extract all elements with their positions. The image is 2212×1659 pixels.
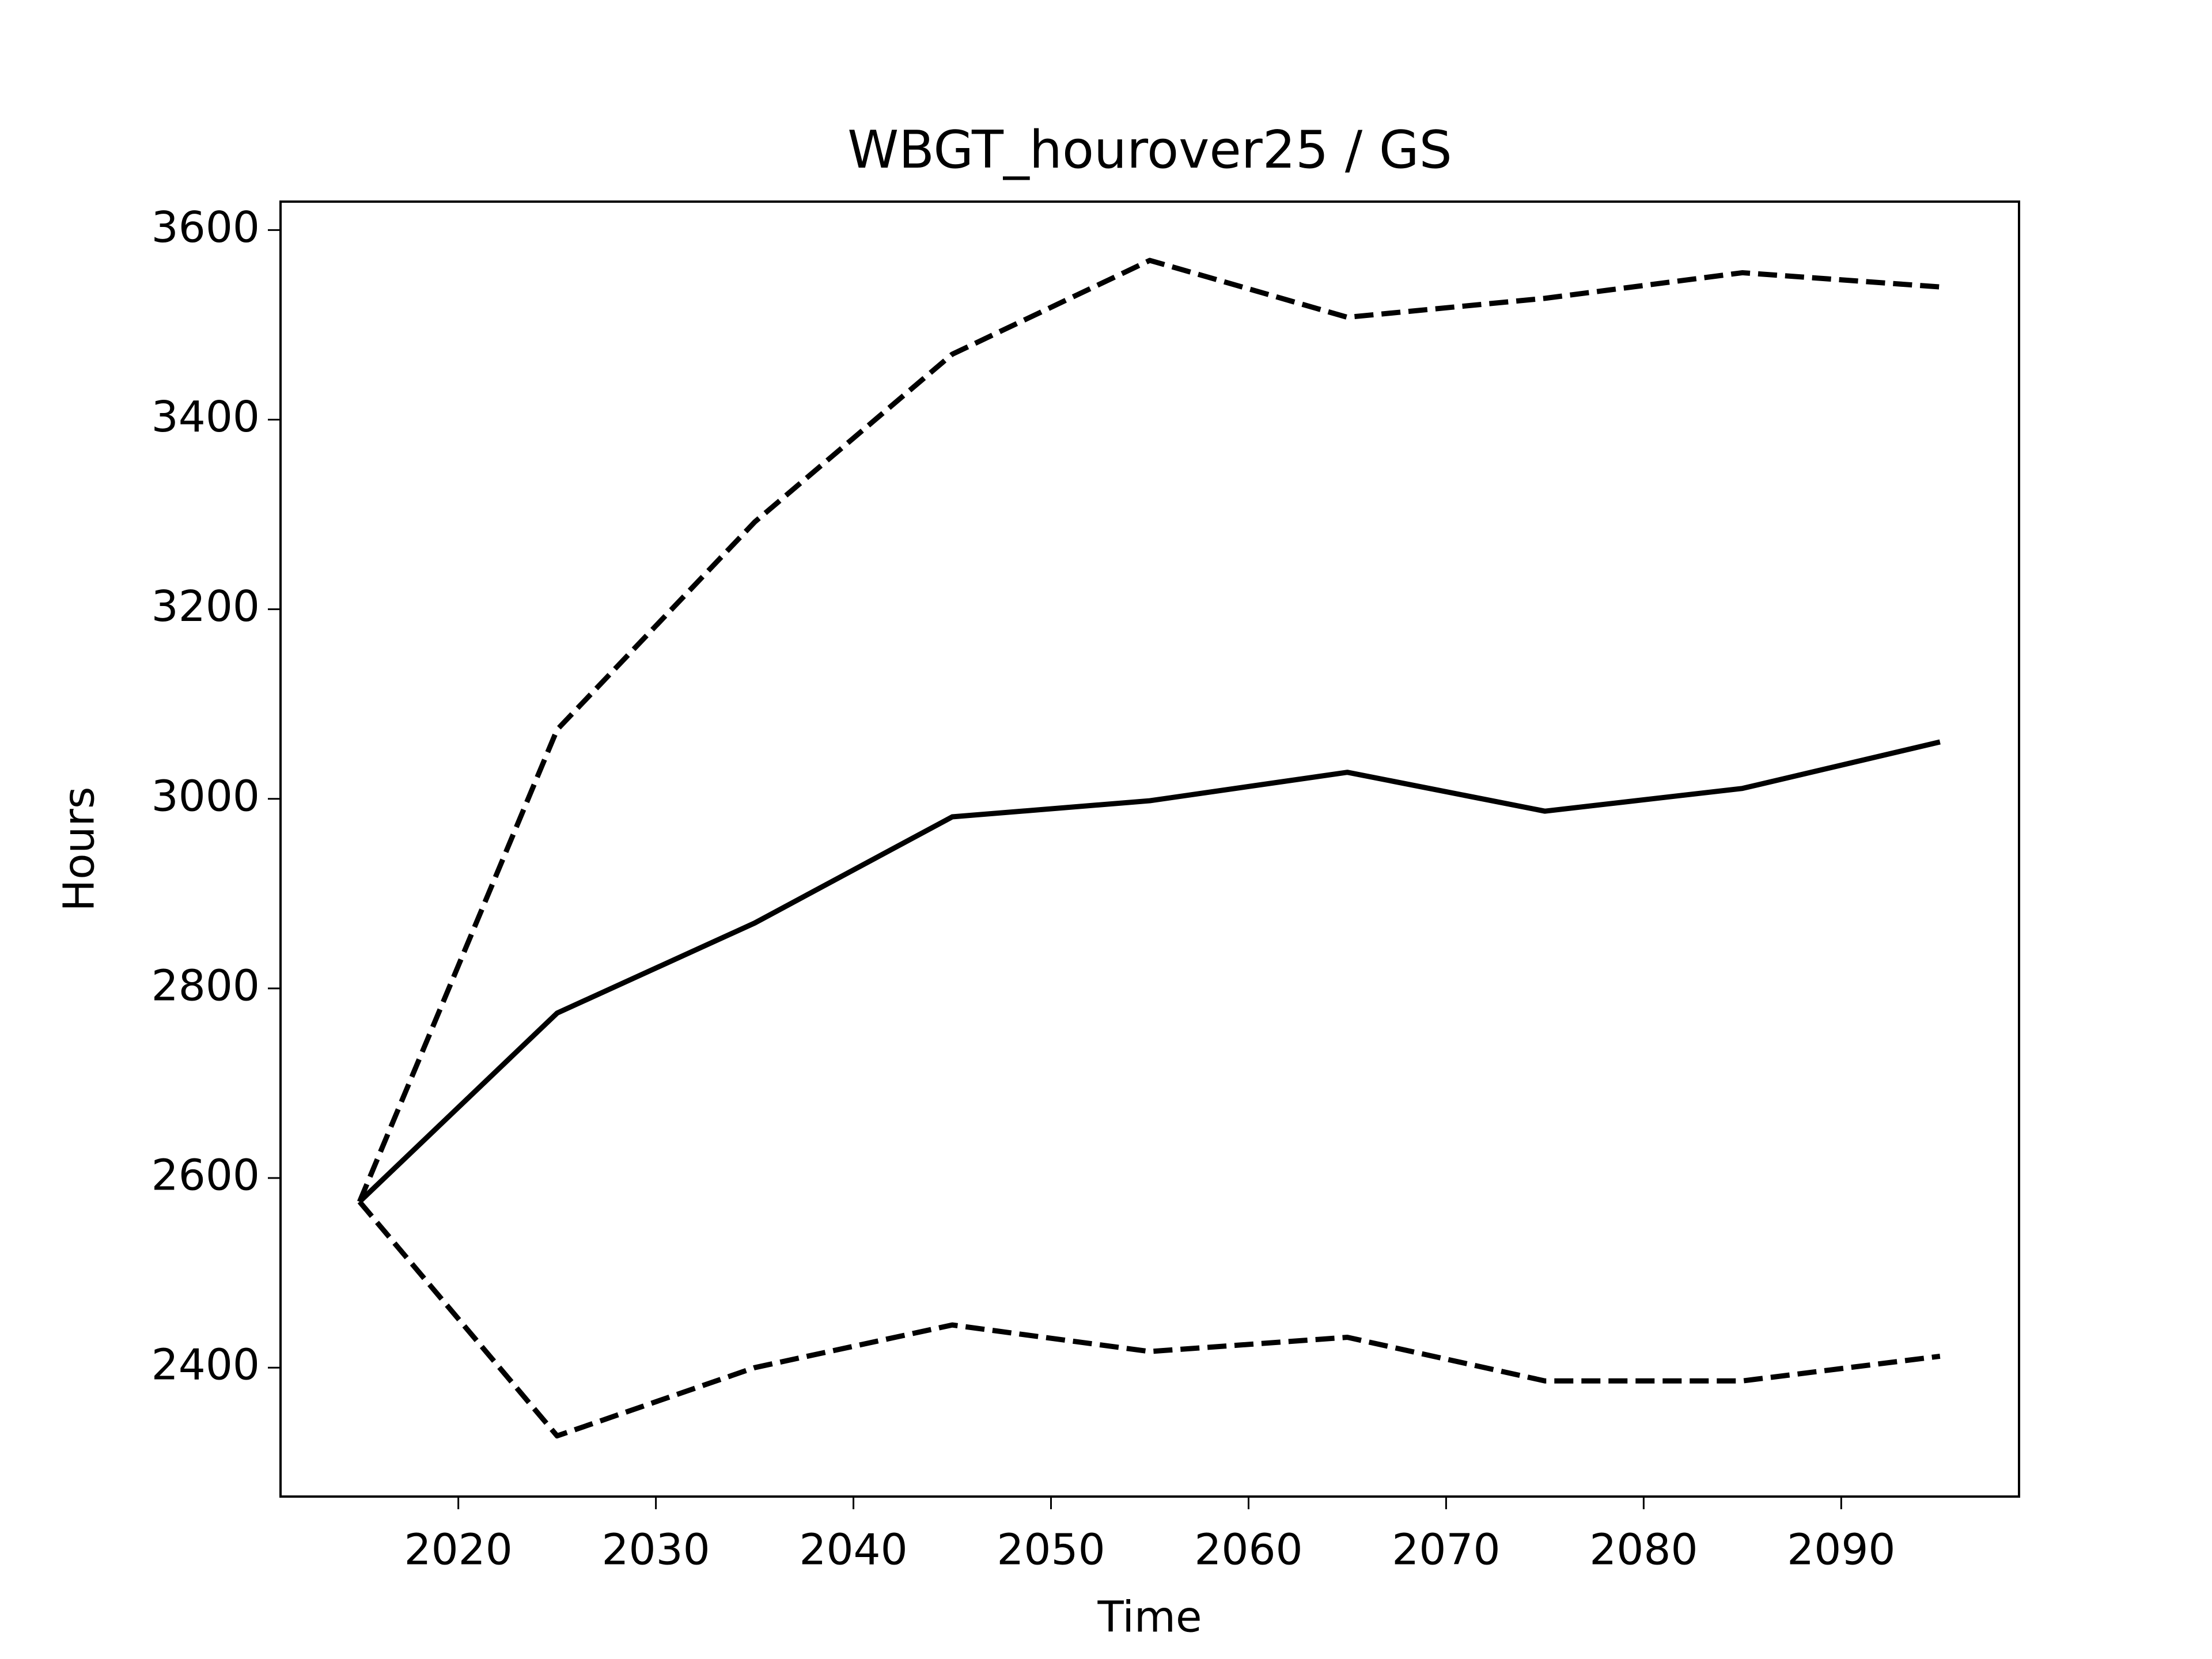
series-line bbox=[357, 1200, 1941, 1439]
x-axis-label: Time bbox=[1097, 1593, 1202, 1642]
series-line bbox=[358, 739, 1941, 1204]
x-tick-label: 2050 bbox=[997, 1525, 1105, 1575]
plot-frame bbox=[279, 200, 2020, 1498]
y-tick-label: 3000 bbox=[151, 771, 260, 821]
x-tick-label: 2080 bbox=[1589, 1525, 1698, 1575]
chart-title: WBGT_hourover25 / GS bbox=[847, 120, 1452, 180]
x-tick-label: 2060 bbox=[1194, 1525, 1302, 1575]
y-axis-label: Hours bbox=[55, 787, 104, 912]
x-tick-label: 2070 bbox=[1392, 1525, 1500, 1575]
y-tick-label: 3400 bbox=[151, 392, 260, 442]
x-tick-label: 2030 bbox=[601, 1525, 710, 1575]
y-tick-label: 3600 bbox=[151, 203, 260, 252]
y-tick-label: 2800 bbox=[151, 961, 260, 1010]
y-tick-label: 3200 bbox=[151, 582, 260, 631]
y-tick-label: 2600 bbox=[151, 1151, 260, 1200]
x-tick-label: 2090 bbox=[1787, 1525, 1895, 1575]
x-tick-label: 2020 bbox=[404, 1525, 512, 1575]
series-line bbox=[357, 257, 1941, 1203]
x-tick-label: 2040 bbox=[799, 1525, 907, 1575]
y-tick-label: 2400 bbox=[151, 1340, 260, 1390]
